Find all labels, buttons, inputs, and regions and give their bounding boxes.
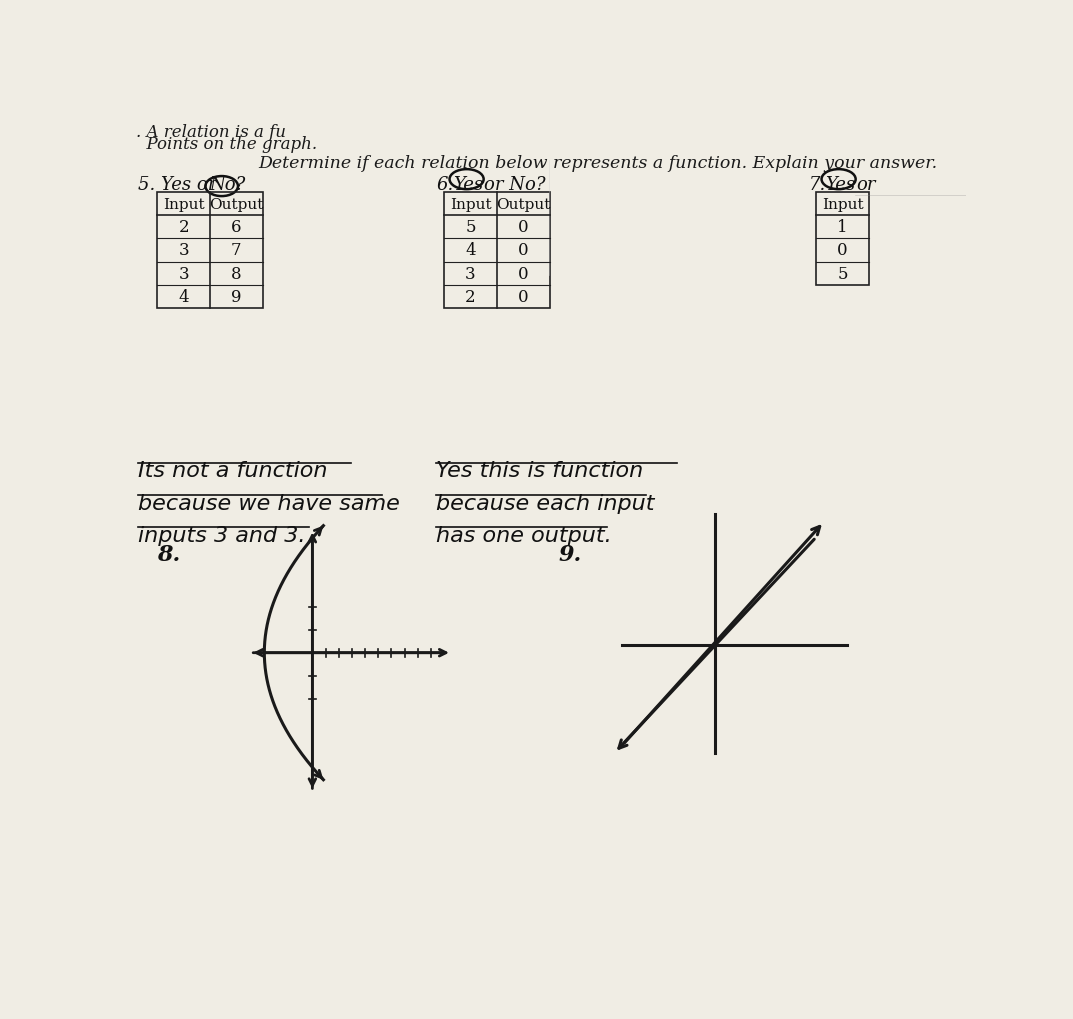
Text: 5: 5 [466, 219, 475, 236]
Text: because we have same: because we have same [138, 493, 400, 513]
Text: Its not a function: Its not a function [138, 461, 327, 481]
Bar [158, 193, 263, 309]
Text: inputs 3 and 3.: inputs 3 and 3. [138, 526, 306, 545]
Text: 0: 0 [837, 243, 848, 259]
Text: 6.: 6. [437, 176, 454, 194]
Text: 1: 1 [837, 219, 848, 236]
Text: . A relation is a fu: . A relation is a fu [136, 124, 286, 141]
Bar [444, 193, 549, 309]
Text: No?: No? [209, 176, 246, 194]
Text: 7.: 7. [808, 176, 825, 194]
Text: Determine if each relation below represents a function. Explain your answer.: Determine if each relation below represe… [259, 155, 937, 171]
Text: 2: 2 [178, 219, 189, 236]
Text: or No?: or No? [484, 176, 546, 194]
Text: because each input: because each input [437, 493, 655, 513]
Text: 0: 0 [518, 265, 529, 282]
Text: Yes: Yes [454, 176, 484, 194]
Text: 9.: 9. [559, 544, 582, 566]
Text: 8: 8 [231, 265, 241, 282]
Text: 3: 3 [178, 243, 189, 259]
Text: or: or [856, 176, 876, 194]
Text: Input: Input [822, 198, 864, 212]
Text: 0: 0 [518, 288, 529, 306]
Text: 5. Yes or: 5. Yes or [138, 176, 222, 194]
Text: Points on the graph.: Points on the graph. [136, 137, 318, 153]
Text: 3: 3 [178, 265, 189, 282]
Text: 5: 5 [837, 265, 848, 282]
Text: Output: Output [209, 198, 264, 212]
Text: has one output.: has one output. [437, 526, 612, 545]
Text: 4: 4 [178, 288, 189, 306]
Text: Output: Output [496, 198, 550, 212]
Text: 8.: 8. [158, 544, 180, 566]
Text: 4: 4 [466, 243, 475, 259]
Text: 0: 0 [518, 243, 529, 259]
Bar [817, 193, 869, 285]
Text: 2: 2 [466, 288, 475, 306]
Text: Yes: Yes [825, 176, 855, 194]
Text: 3: 3 [466, 265, 475, 282]
Text: Input: Input [163, 198, 205, 212]
Text: 7: 7 [231, 243, 241, 259]
Text: Yes this is function: Yes this is function [437, 461, 644, 481]
Text: 6: 6 [231, 219, 241, 236]
Text: 0: 0 [518, 219, 529, 236]
Text: 9: 9 [231, 288, 241, 306]
Text: Input: Input [450, 198, 491, 212]
